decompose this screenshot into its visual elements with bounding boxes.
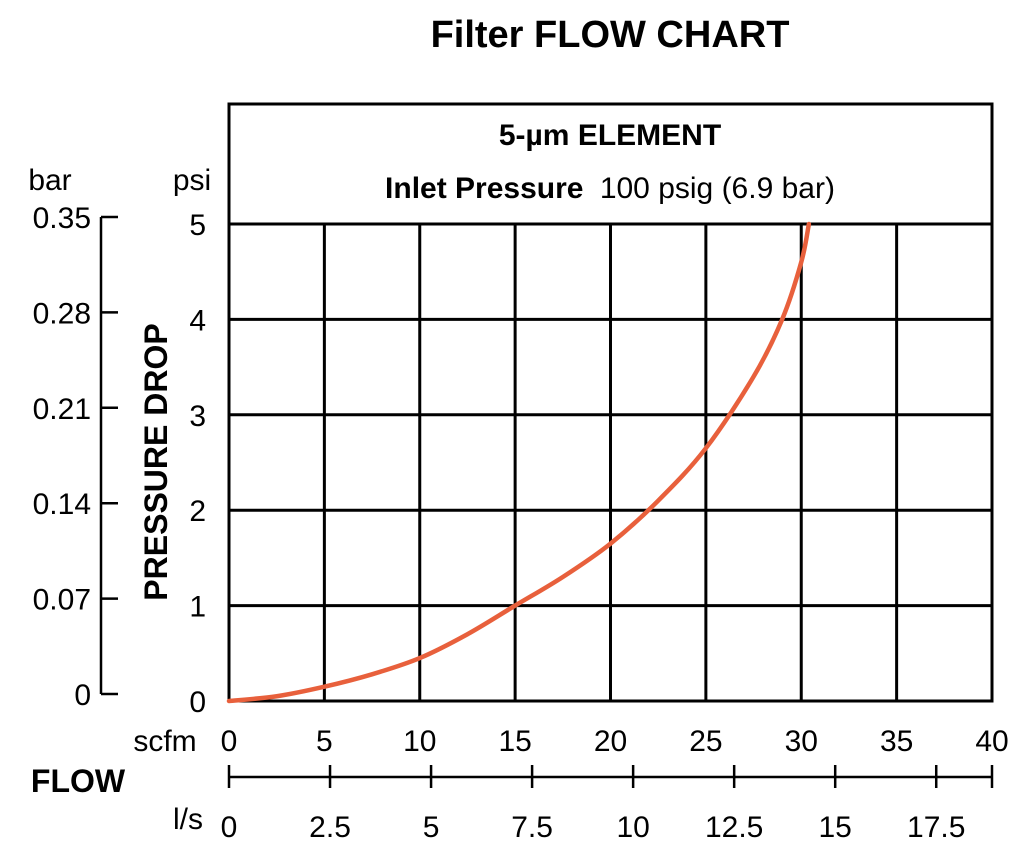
grid bbox=[227, 222, 994, 703]
psi-tick-label: 5 bbox=[189, 209, 206, 242]
bar-tick-label: 0.28 bbox=[33, 297, 91, 330]
scfm-unit-label: scfm bbox=[133, 725, 196, 758]
ls-tick-label: 15 bbox=[819, 811, 852, 844]
header-inlet-label: Inlet Pressure bbox=[385, 172, 583, 205]
header-line-2: Inlet Pressure 100 psig (6.9 bar) bbox=[385, 172, 835, 205]
scfm-tick-label: 5 bbox=[316, 725, 333, 758]
plot-frame bbox=[227, 222, 994, 703]
header-line-1: 5-µm ELEMENT bbox=[499, 119, 721, 152]
scfm-tick-label: 0 bbox=[221, 725, 238, 758]
header-inlet-value: 100 psig (6.9 bar) bbox=[600, 172, 835, 205]
psi-tick-label: 2 bbox=[189, 495, 206, 528]
psi-tick-labels: 0 1 2 3 4 5 bbox=[189, 209, 206, 719]
scfm-tick-label: 10 bbox=[403, 725, 436, 758]
psi-unit-label: psi bbox=[173, 164, 211, 197]
bar-tick-label: 0.35 bbox=[33, 202, 91, 235]
psi-tick-label: 1 bbox=[189, 591, 206, 624]
ls-tick-label: 0 bbox=[221, 811, 238, 844]
ls-tick-label: 2.5 bbox=[309, 811, 351, 844]
scfm-tick-label: 15 bbox=[498, 725, 531, 758]
ls-tick-label: 12.5 bbox=[705, 811, 763, 844]
series-line bbox=[226, 221, 812, 704]
scfm-tick-label: 40 bbox=[975, 725, 1008, 758]
ls-unit-label: l/s bbox=[173, 803, 203, 836]
chart-title: Filter FLOW CHART bbox=[431, 14, 790, 56]
scfm-tick-label: 30 bbox=[785, 725, 818, 758]
bar-axis: 0 0.07 0.14 0.21 0.28 0.35 bbox=[33, 202, 118, 712]
scfm-tick-label: 20 bbox=[594, 725, 627, 758]
bar-tick-label: 0.21 bbox=[33, 393, 91, 426]
psi-tick-label: 0 bbox=[189, 686, 206, 719]
scfm-tick-label: 25 bbox=[689, 725, 722, 758]
ls-tick-label: 7.5 bbox=[511, 811, 553, 844]
bar-tick-label: 0.14 bbox=[33, 488, 91, 521]
scfm-tick-labels: 0 5 10 15 20 25 30 35 40 bbox=[221, 725, 1009, 758]
ls-tick-label: 17.5 bbox=[907, 811, 965, 844]
ls-tick-label: 5 bbox=[423, 811, 440, 844]
y-axis-title: PRESSURE DROP bbox=[138, 323, 174, 600]
ls-tick-label: 10 bbox=[616, 811, 649, 844]
bar-tick-label: 0 bbox=[74, 679, 91, 712]
scfm-tick-label: 35 bbox=[880, 725, 913, 758]
bar-unit-label: bar bbox=[28, 164, 71, 197]
psi-tick-label: 3 bbox=[189, 400, 206, 433]
bar-tick-label: 0.07 bbox=[33, 584, 91, 617]
ls-axis: 0 2.5 5 7.5 10 12.5 15 17.5 bbox=[221, 765, 994, 844]
x-axis-title: FLOW bbox=[31, 763, 126, 799]
psi-tick-label: 4 bbox=[189, 304, 206, 337]
